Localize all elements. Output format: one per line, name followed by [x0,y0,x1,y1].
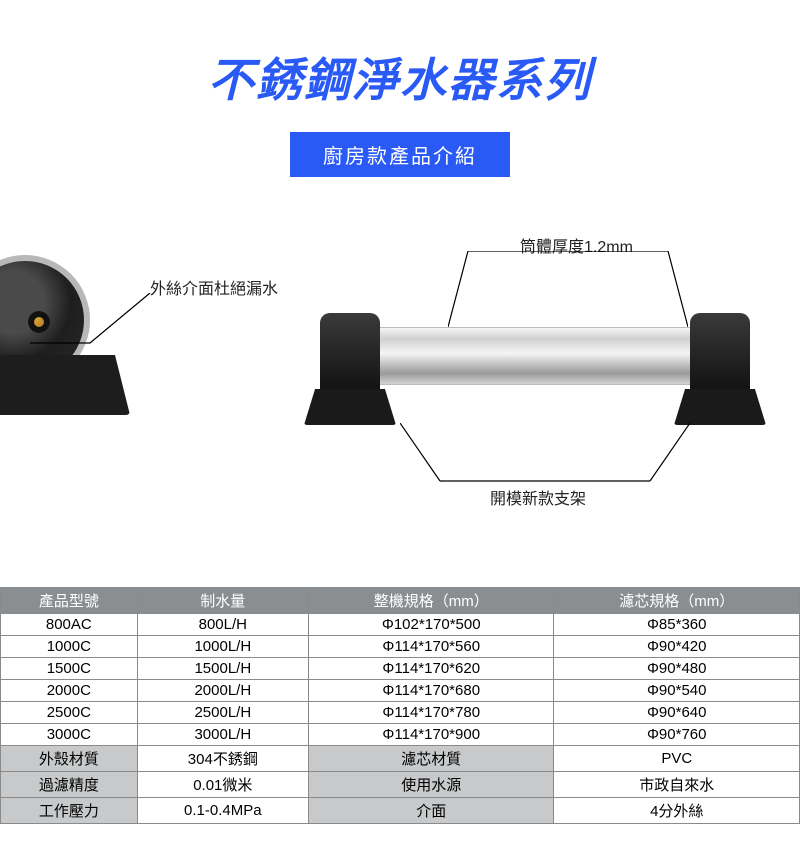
specs-column-header: 制水量 [137,588,308,614]
table-cell: Φ114*170*620 [308,658,554,680]
table-cell: 1000L/H [137,636,308,658]
table-cell: Φ114*170*680 [308,680,554,702]
endcap-illustration [0,245,160,405]
filter-illustration [300,305,770,425]
table-cell: 市政自來水 [554,772,800,798]
table-cell: 304不銹鋼 [137,746,308,772]
table-cell: Φ85*360 [554,614,800,636]
specs-header: 產品型號制水量整機規格（mm）濾芯規格（mm） [1,588,800,614]
specs-column-header: 濾芯規格（mm） [554,588,800,614]
table-cell: Φ90*640 [554,702,800,724]
table-cell: 800L/H [137,614,308,636]
specs-column-header: 整機規格（mm） [308,588,554,614]
table-row: 2000C2000L/HΦ114*170*680Φ90*540 [1,680,800,702]
table-row: 3000C3000L/HΦ114*170*900Φ90*760 [1,724,800,746]
callout-thread-seal: 外絲介面杜絕漏水 [150,275,278,299]
callout-wall-thickness: 筒體厚度1.2mm [520,233,633,257]
table-row: 1000C1000L/HΦ114*170*560Φ90*420 [1,636,800,658]
table-cell: Φ90*540 [554,680,800,702]
specs-table: 產品型號制水量整機規格（mm）濾芯規格（mm） 800AC800L/HΦ102*… [0,587,800,824]
table-meta-row: 過濾精度0.01微米使用水源市政自來水 [1,772,800,798]
table-cell: 3000L/H [137,724,308,746]
callout-new-bracket: 開模新款支架 [490,485,586,509]
table-cell: 外殼材質 [1,746,138,772]
table-meta-row: 外殼材質304不銹鋼濾芯材質PVC [1,746,800,772]
table-cell: 2000L/H [137,680,308,702]
table-cell: Φ114*170*780 [308,702,554,724]
table-cell: Φ90*760 [554,724,800,746]
table-cell: 工作壓力 [1,798,138,824]
table-cell: 2500L/H [137,702,308,724]
table-cell: Φ114*170*900 [308,724,554,746]
table-cell: 0.01微米 [137,772,308,798]
leader-line [400,423,690,485]
table-cell: 0.1-0.4MPa [137,798,308,824]
table-cell: 2000C [1,680,138,702]
table-cell: PVC [554,746,800,772]
table-cell: 介面 [308,798,554,824]
table-cell: 2500C [1,702,138,724]
table-cell: Φ90*420 [554,636,800,658]
specs-column-header: 產品型號 [1,588,138,614]
table-cell: 1500C [1,658,138,680]
table-cell: 4分外絲 [554,798,800,824]
table-row: 800AC800L/HΦ102*170*500Φ85*360 [1,614,800,636]
table-cell: 使用水源 [308,772,554,798]
table-cell: 3000C [1,724,138,746]
table-cell: 過濾精度 [1,772,138,798]
table-cell: 濾芯材質 [308,746,554,772]
subtitle-chip: 廚房款產品介紹 [290,132,510,177]
table-cell: 1500L/H [137,658,308,680]
table-cell: 800AC [1,614,138,636]
table-cell: Φ114*170*560 [308,636,554,658]
page-title: 不銹鋼淨水器系列 [0,44,800,110]
table-cell: 1000C [1,636,138,658]
product-diagram: 外絲介面杜絕漏水 筒體厚度1.2mm 開模新款支架 [0,205,800,535]
table-meta-row: 工作壓力0.1-0.4MPa介面4分外絲 [1,798,800,824]
table-row: 1500C1500L/HΦ114*170*620Φ90*480 [1,658,800,680]
table-cell: Φ90*480 [554,658,800,680]
table-row: 2500C2500L/HΦ114*170*780Φ90*640 [1,702,800,724]
table-cell: Φ102*170*500 [308,614,554,636]
